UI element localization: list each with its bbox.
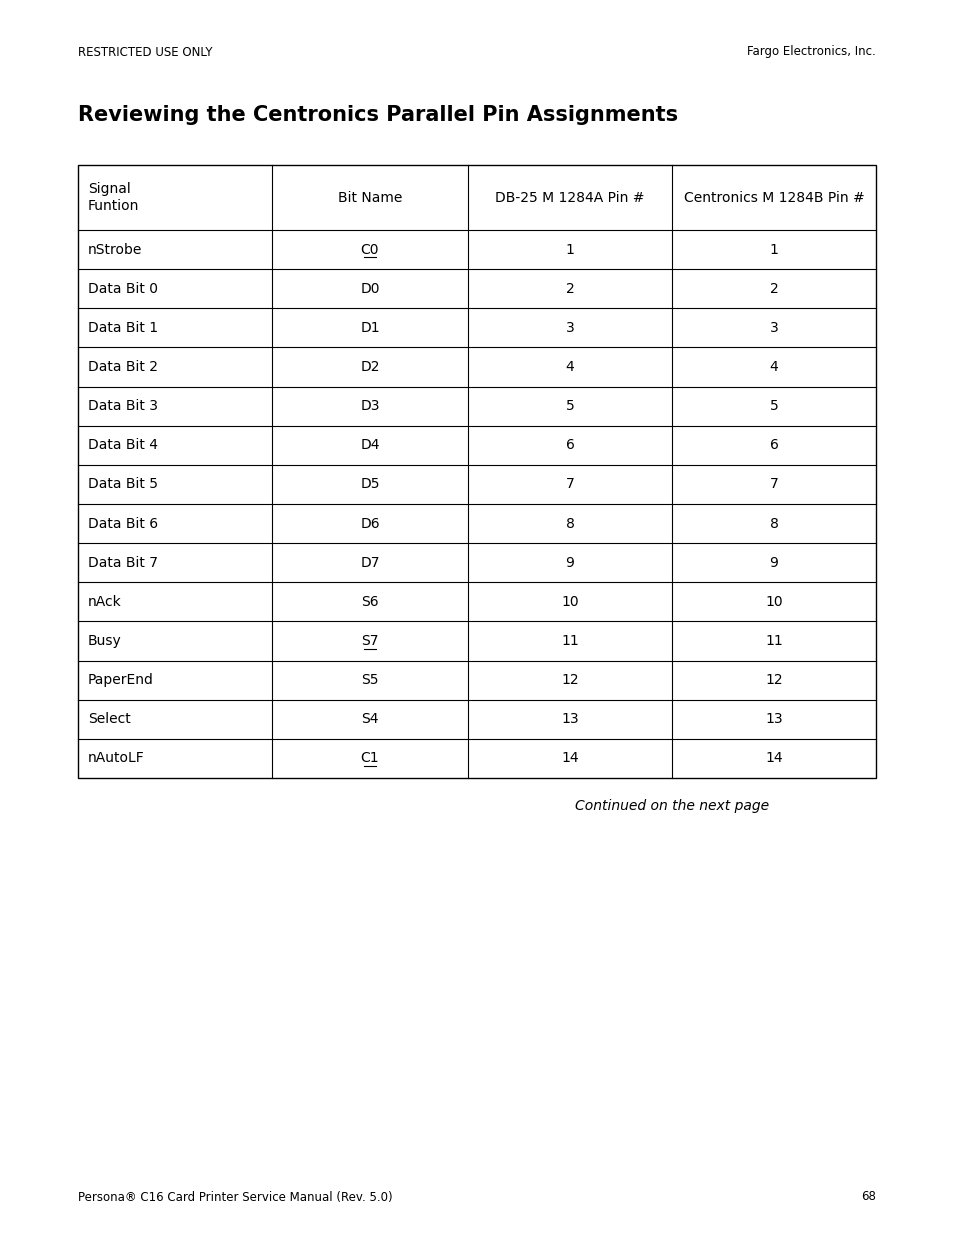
Text: C0: C0 — [360, 242, 379, 257]
Text: 1: 1 — [769, 242, 778, 257]
Text: 6: 6 — [769, 438, 778, 452]
Text: 14: 14 — [560, 751, 578, 766]
Text: 3: 3 — [565, 321, 574, 335]
Text: 12: 12 — [764, 673, 782, 687]
Text: D1: D1 — [360, 321, 379, 335]
Text: 11: 11 — [764, 634, 782, 648]
Text: D2: D2 — [360, 359, 379, 374]
Text: 10: 10 — [560, 595, 578, 609]
Text: Select: Select — [88, 713, 131, 726]
Text: Persona® C16 Card Printer Service Manual (Rev. 5.0): Persona® C16 Card Printer Service Manual… — [78, 1191, 393, 1203]
Text: 14: 14 — [764, 751, 782, 766]
Text: 8: 8 — [565, 516, 574, 531]
Text: 9: 9 — [769, 556, 778, 569]
Text: 13: 13 — [560, 713, 578, 726]
Text: 5: 5 — [565, 399, 574, 414]
Text: 4: 4 — [769, 359, 778, 374]
Text: 10: 10 — [764, 595, 782, 609]
Text: 2: 2 — [769, 282, 778, 295]
Text: Data Bit 3: Data Bit 3 — [88, 399, 158, 414]
Text: PaperEnd: PaperEnd — [88, 673, 153, 687]
Text: D3: D3 — [360, 399, 379, 414]
Text: Centronics M 1284B Pin #: Centronics M 1284B Pin # — [683, 190, 863, 205]
Text: Data Bit 5: Data Bit 5 — [88, 478, 158, 492]
Text: 2: 2 — [565, 282, 574, 295]
Text: 68: 68 — [861, 1191, 875, 1203]
Text: RESTRICTED USE ONLY: RESTRICTED USE ONLY — [78, 46, 213, 58]
Text: D6: D6 — [360, 516, 379, 531]
Text: DB-25 M 1284A Pin #: DB-25 M 1284A Pin # — [495, 190, 644, 205]
Text: Data Bit 0: Data Bit 0 — [88, 282, 158, 295]
Text: 6: 6 — [565, 438, 574, 452]
Text: 9: 9 — [565, 556, 574, 569]
Text: Busy: Busy — [88, 634, 122, 648]
Text: C1: C1 — [360, 751, 379, 766]
Text: 5: 5 — [769, 399, 778, 414]
Text: Fargo Electronics, Inc.: Fargo Electronics, Inc. — [746, 46, 875, 58]
Text: D4: D4 — [360, 438, 379, 452]
Text: 12: 12 — [560, 673, 578, 687]
Text: Data Bit 2: Data Bit 2 — [88, 359, 158, 374]
Text: S5: S5 — [361, 673, 378, 687]
Text: Data Bit 1: Data Bit 1 — [88, 321, 158, 335]
Text: S4: S4 — [361, 713, 378, 726]
Text: 11: 11 — [560, 634, 578, 648]
Text: Reviewing the Centronics Parallel Pin Assignments: Reviewing the Centronics Parallel Pin As… — [78, 105, 678, 125]
Text: Signal
Funtion: Signal Funtion — [88, 182, 139, 214]
Text: nAck: nAck — [88, 595, 122, 609]
Text: 13: 13 — [764, 713, 782, 726]
Text: Continued on the next page: Continued on the next page — [575, 799, 768, 813]
Text: Bit Name: Bit Name — [337, 190, 402, 205]
Text: 3: 3 — [769, 321, 778, 335]
Text: nStrobe: nStrobe — [88, 242, 142, 257]
Bar — [78, 165, 875, 778]
Text: Data Bit 4: Data Bit 4 — [88, 438, 158, 452]
Text: D7: D7 — [360, 556, 379, 569]
Text: Data Bit 7: Data Bit 7 — [88, 556, 158, 569]
Text: nAutoLF: nAutoLF — [88, 751, 145, 766]
Text: D0: D0 — [360, 282, 379, 295]
Text: Data Bit 6: Data Bit 6 — [88, 516, 158, 531]
Text: S6: S6 — [361, 595, 378, 609]
Text: 1: 1 — [565, 242, 574, 257]
Text: D5: D5 — [360, 478, 379, 492]
Text: 7: 7 — [769, 478, 778, 492]
Text: S7: S7 — [361, 634, 378, 648]
Text: 4: 4 — [565, 359, 574, 374]
Text: 7: 7 — [565, 478, 574, 492]
Text: 8: 8 — [769, 516, 778, 531]
